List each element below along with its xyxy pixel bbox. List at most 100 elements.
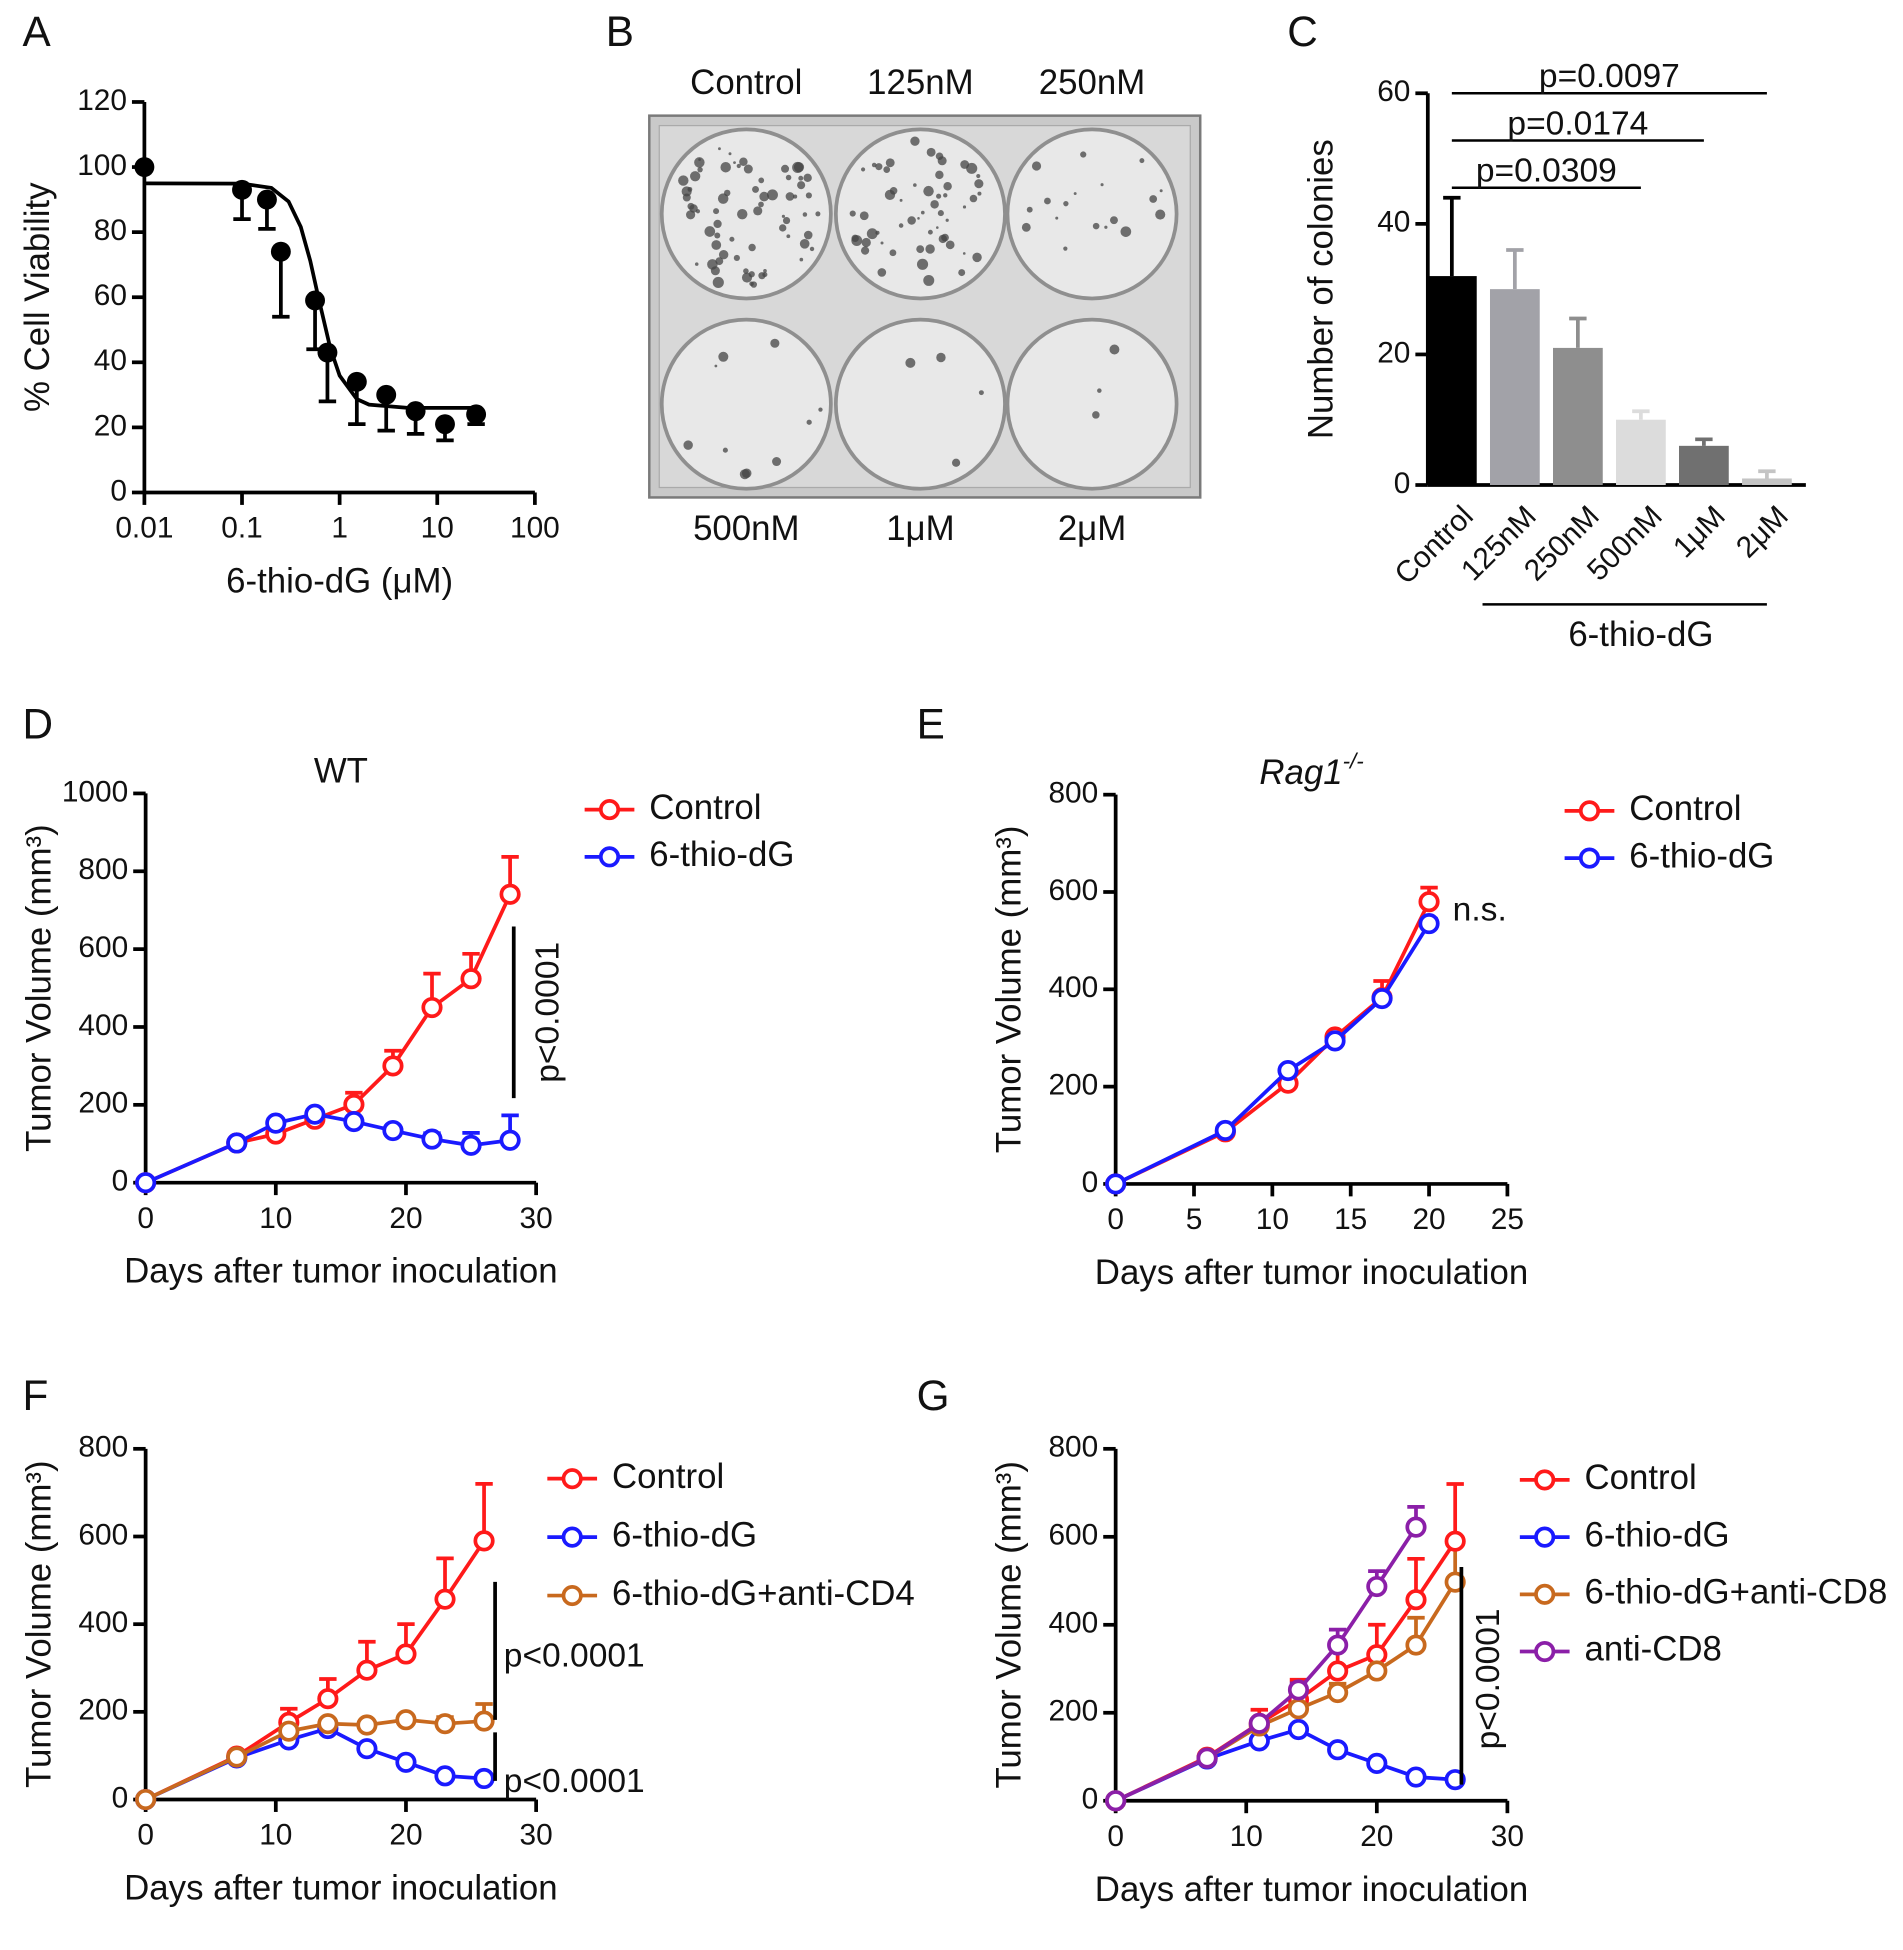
y-tick-label: 40	[94, 344, 127, 377]
data-point	[356, 1738, 378, 1760]
well-label: 250nM	[1039, 63, 1145, 102]
colony	[875, 163, 883, 171]
colony	[889, 249, 897, 257]
y-tick-label: 0	[1082, 1783, 1099, 1816]
data-point	[435, 414, 455, 435]
data-point	[1366, 1575, 1388, 1598]
x-tick-label: 5	[1186, 1203, 1203, 1236]
y-axis-label: Tumor Volume (mm³)	[989, 1461, 1028, 1789]
colony	[977, 191, 982, 196]
colony	[1092, 222, 1100, 230]
x-tick-label: 0	[1107, 1820, 1124, 1853]
colony	[936, 193, 942, 199]
data-point	[232, 179, 252, 200]
y-tick-label: 0	[110, 474, 127, 507]
p-value: p<0.0001	[504, 1763, 645, 1800]
x-axis-label: Days after tumor inoculation	[124, 1252, 557, 1291]
error-bar	[1695, 437, 1713, 446]
colony	[1021, 222, 1031, 232]
colony	[722, 447, 728, 453]
bar	[1489, 289, 1540, 486]
colony	[818, 407, 823, 412]
y-tick-label: 0	[112, 1165, 129, 1198]
colony	[687, 186, 693, 192]
colony	[718, 351, 729, 362]
colony	[958, 269, 966, 277]
colony	[1109, 216, 1118, 225]
y-tick-label: 80	[94, 214, 127, 247]
series-line	[1114, 1727, 1456, 1803]
y-tick-label: 20	[94, 409, 127, 442]
error-bar	[1569, 316, 1587, 348]
data-point	[421, 996, 443, 1019]
colony	[799, 257, 804, 262]
x-tick-label: 10	[1256, 1203, 1289, 1236]
legend-marker	[1534, 1469, 1556, 1491]
data-point	[421, 1128, 443, 1150]
colony	[749, 281, 754, 287]
colony	[806, 419, 812, 425]
colony	[739, 157, 748, 167]
colony	[779, 224, 787, 232]
data-point	[343, 1111, 365, 1133]
well-label: 2μM	[1058, 509, 1126, 548]
colony	[728, 152, 732, 156]
x-tick-label: 1μM	[1667, 500, 1732, 565]
data-point	[1405, 1634, 1427, 1656]
colony	[802, 212, 808, 217]
data-point	[356, 1659, 378, 1681]
x-tick-label: 30	[1491, 1820, 1524, 1853]
colony	[945, 240, 955, 250]
colony	[758, 177, 765, 184]
legend-label: 6-thio-dG	[1585, 1515, 1730, 1554]
colony	[739, 469, 750, 480]
colony	[1100, 183, 1104, 187]
data-point	[256, 189, 277, 210]
x-tick-label: 0.01	[115, 512, 173, 545]
colony	[686, 210, 696, 220]
colony	[930, 200, 939, 209]
colony	[1109, 344, 1120, 355]
legend-label: anti-CD8	[1585, 1630, 1722, 1669]
data-point	[346, 371, 367, 392]
data-point	[317, 342, 338, 363]
bar	[1616, 419, 1666, 486]
colony	[1026, 206, 1033, 213]
y-tick-label: 200	[78, 1087, 128, 1120]
colony	[851, 234, 859, 243]
x-tick-label: 10	[259, 1202, 292, 1235]
colony	[1073, 192, 1077, 196]
y-tick-label: 20	[1377, 336, 1410, 369]
colony	[678, 175, 689, 186]
data-point	[434, 1765, 456, 1787]
colony	[715, 257, 724, 266]
x-axis-label: 6-thio-dG (μM)	[226, 561, 453, 600]
data-point	[1214, 1119, 1236, 1141]
y-tick-label: 120	[77, 84, 127, 117]
colony	[815, 211, 821, 217]
x-axis-label: Days after tumor inoculation	[1095, 1870, 1528, 1909]
colony	[748, 271, 755, 278]
colony	[962, 205, 967, 209]
colony	[762, 272, 768, 278]
y-tick-label: 600	[78, 1518, 128, 1551]
legend-marker	[1534, 1640, 1556, 1663]
colony	[704, 226, 716, 237]
x-tick-label: 20	[1412, 1203, 1445, 1236]
colony	[1097, 388, 1102, 393]
colony	[797, 181, 806, 190]
data-point	[1324, 1030, 1346, 1052]
legend-marker	[561, 1584, 583, 1607]
x-tick-label: 0	[137, 1819, 154, 1852]
panel-letter: F	[23, 1372, 49, 1419]
data-point	[499, 1129, 521, 1151]
series-line	[1114, 922, 1431, 1186]
x-tick-label: 30	[520, 1819, 553, 1852]
p-value: p<0.0001	[1470, 1608, 1507, 1749]
legend-marker	[598, 846, 621, 868]
colony	[926, 147, 936, 157]
panel-letter: B	[606, 8, 634, 55]
well-label: 1μM	[886, 509, 954, 548]
series-line	[144, 893, 512, 1185]
data-point	[473, 1767, 495, 1790]
